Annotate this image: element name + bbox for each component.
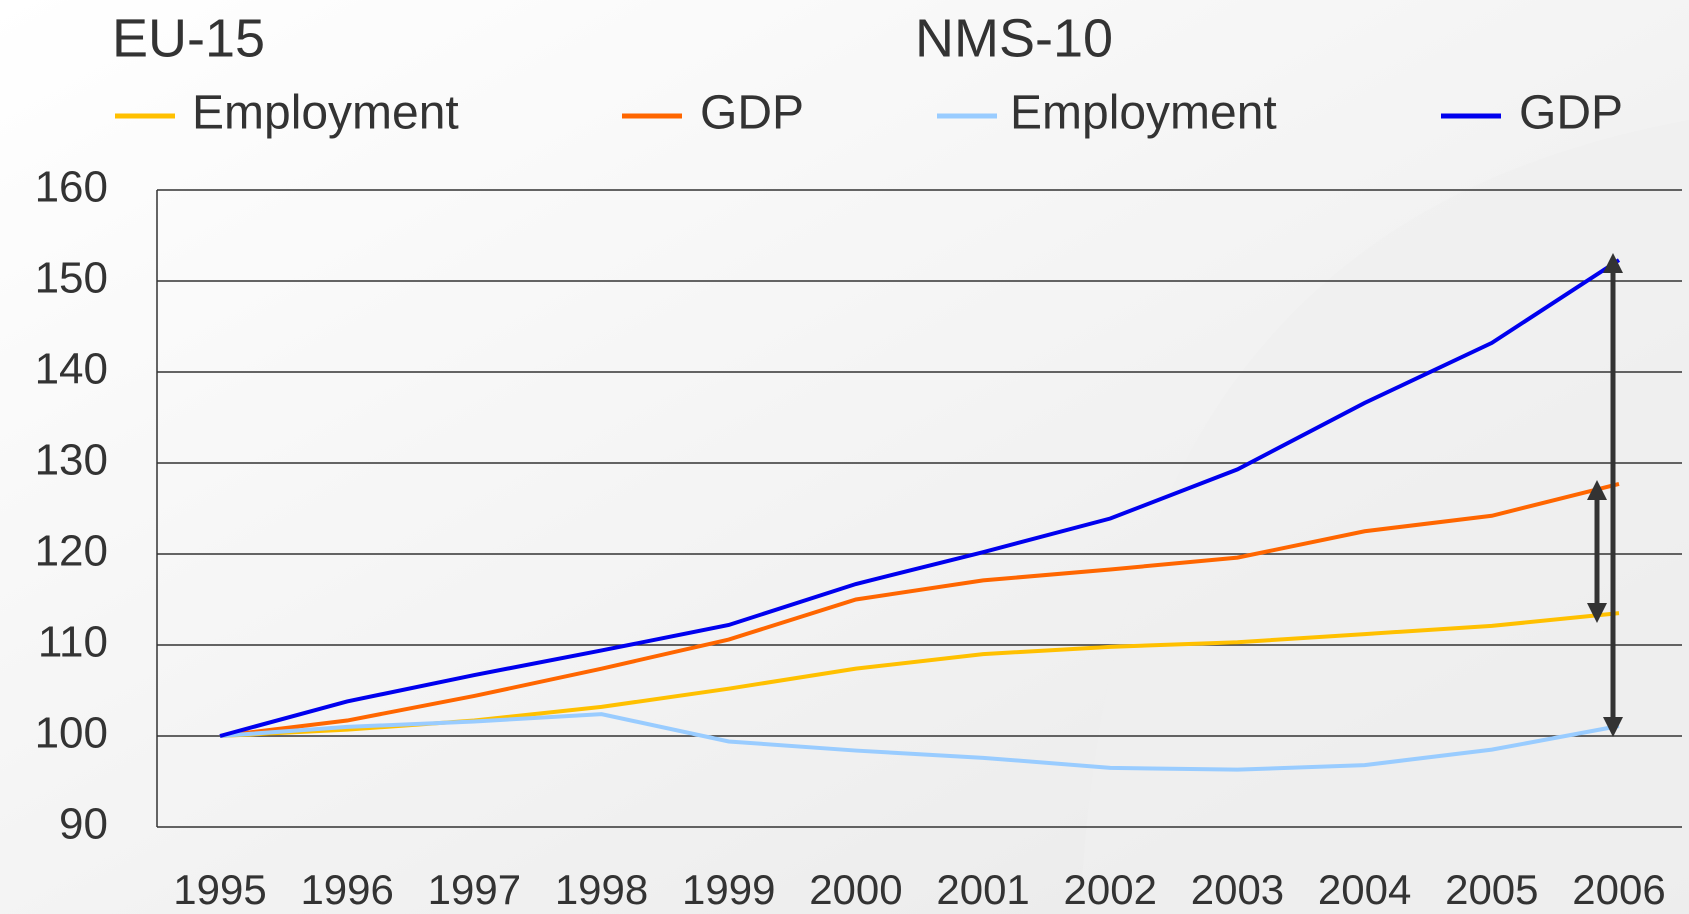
y-tick-label: 100 bbox=[35, 709, 108, 758]
x-tick-label: 2005 bbox=[1445, 866, 1538, 913]
x-tick-label: 1995 bbox=[173, 866, 266, 913]
x-tick-label: 2006 bbox=[1572, 866, 1665, 913]
y-tick-label: 90 bbox=[59, 800, 108, 849]
y-tick-label: 130 bbox=[35, 436, 108, 485]
legend-label: Employment bbox=[1010, 87, 1277, 140]
x-tick-label: 2004 bbox=[1318, 866, 1411, 913]
y-tick-label: 150 bbox=[35, 254, 108, 303]
x-tick-label: 1997 bbox=[428, 866, 521, 913]
legend-title: EU-15 bbox=[112, 8, 265, 68]
x-tick-label: 1996 bbox=[300, 866, 393, 913]
series-line bbox=[219, 712, 1620, 772]
plot: 90 100 110 120 130 140 150 160 1995 1996 1997 1998 1… bbox=[35, 87, 1682, 913]
x-tick-label: 2003 bbox=[1191, 866, 1284, 913]
legend-label: Employment bbox=[192, 87, 459, 140]
y-tick-label: 140 bbox=[35, 345, 108, 394]
y-tick-label: 120 bbox=[35, 527, 108, 576]
series-line bbox=[219, 481, 1620, 738]
x-tick-label: 2001 bbox=[936, 866, 1029, 913]
legend-label: GDP bbox=[1519, 87, 1623, 140]
legend-title: NMS-10 bbox=[915, 8, 1113, 68]
x-tick-label: 1998 bbox=[555, 866, 648, 913]
background-shape bbox=[1080, 120, 1689, 914]
y-tick-label: 110 bbox=[38, 618, 108, 667]
x-tick-label: 2000 bbox=[809, 866, 902, 913]
x-tick-label: 1999 bbox=[682, 866, 775, 913]
y-tick-label: 160 bbox=[35, 163, 108, 212]
legend-label: GDP bbox=[700, 87, 804, 140]
series-line bbox=[219, 258, 1621, 738]
x-tick-label: 2002 bbox=[1064, 866, 1157, 913]
